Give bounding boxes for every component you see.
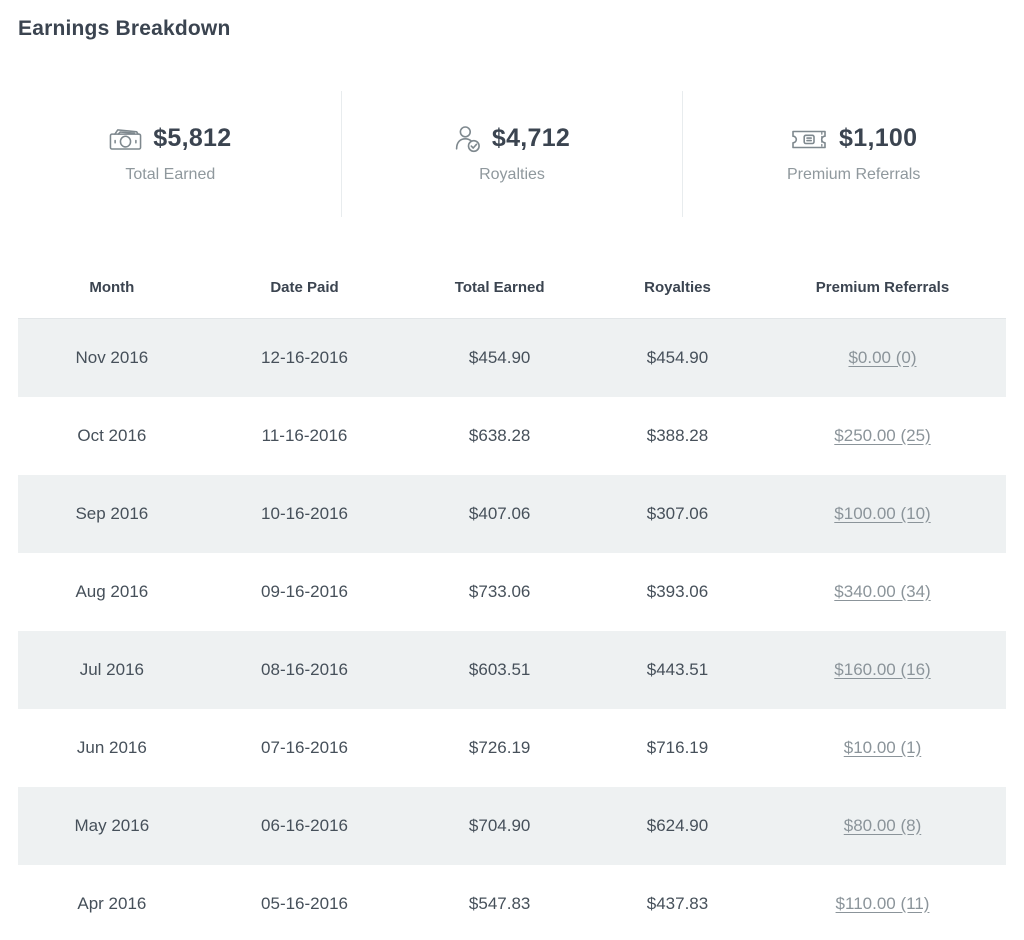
cell-royalties: $307.06: [646, 503, 709, 523]
cell-month: Sep 2016: [75, 503, 149, 523]
column-header-premium-referrals: Premium Referrals: [815, 279, 950, 296]
cell-total-earned: $733.06: [468, 581, 531, 601]
cell-month: Nov 2016: [75, 347, 149, 367]
cell-total-earned: $603.51: [468, 659, 531, 679]
cell-month: Aug 2016: [75, 581, 149, 601]
total-earned-value: $5,812: [153, 124, 232, 152]
cell-royalties: $393.06: [646, 581, 709, 601]
table-row: Jul 2016 08-16-2016 $603.51 $443.51 $160…: [18, 630, 1006, 709]
premium-referrals-link[interactable]: $0.00 (0): [848, 347, 917, 367]
cell-total-earned: $454.90: [468, 347, 531, 367]
premium-referrals-link[interactable]: $340.00 (34): [834, 581, 931, 601]
cell-premium-referrals: $80.00 (8): [759, 787, 1006, 865]
cell-date-paid: 09-16-2016: [261, 581, 348, 601]
premium-referrals-link[interactable]: $160.00 (16): [834, 659, 931, 679]
column-header-total-earned: Total Earned: [454, 279, 545, 296]
cell-royalties: $443.51: [646, 659, 709, 679]
royalties-label: Royalties: [479, 166, 545, 183]
total-earned-label: Total Earned: [125, 166, 216, 183]
cell-total-earned: $704.90: [468, 815, 531, 835]
stat-total-earned: $5,812 Total Earned: [0, 91, 341, 217]
column-header-month: Month: [89, 279, 135, 296]
cell-premium-referrals: $160.00 (16): [759, 631, 1006, 709]
column-header-royalties: Royalties: [644, 279, 711, 296]
cell-month: May 2016: [74, 815, 150, 835]
premium-referrals-link[interactable]: $80.00 (8): [843, 815, 922, 835]
cell-month: Jul 2016: [79, 659, 144, 679]
cell-premium-referrals: $0.00 (0): [759, 319, 1006, 397]
cell-premium-referrals: $110.00 (11): [759, 865, 1006, 940]
cell-month: Apr 2016: [77, 893, 147, 913]
premium-referrals-label: Premium Referrals: [787, 166, 921, 183]
table-row: Oct 2016 11-16-2016 $638.28 $388.28 $250…: [18, 397, 1006, 475]
table-row: Aug 2016 09-16-2016 $733.06 $393.06 $340…: [18, 553, 1006, 631]
cell-date-paid: 07-16-2016: [261, 737, 348, 757]
page-title: Earnings Breakdown: [18, 17, 231, 40]
user-check-icon: [454, 125, 481, 153]
earnings-table-body: Nov 2016 12-16-2016 $454.90 $454.90 $0.0…: [18, 318, 1006, 940]
table-row: Apr 2016 05-16-2016 $547.83 $437.83 $110…: [18, 865, 1006, 940]
cell-premium-referrals: $10.00 (1): [759, 709, 1006, 787]
cell-royalties: $454.90: [646, 347, 709, 367]
table-header-row: Month Date Paid Total Earned Royalties P…: [18, 267, 1006, 319]
table-row: Jun 2016 07-16-2016 $726.19 $716.19 $10.…: [18, 709, 1006, 787]
cell-total-earned: $638.28: [468, 425, 531, 445]
cell-date-paid: 11-16-2016: [261, 425, 348, 445]
cell-month: Jun 2016: [76, 737, 147, 757]
cell-total-earned: $726.19: [468, 737, 531, 757]
cell-royalties: $388.28: [646, 425, 709, 445]
column-header-date-paid: Date Paid: [270, 279, 339, 296]
summary-stats: $5,812 Total Earned $4,712 Royalties: [0, 91, 1024, 217]
stat-royalties: $4,712 Royalties: [340, 91, 683, 217]
premium-referrals-value: $1,100: [839, 124, 918, 152]
premium-referrals-link[interactable]: $250.00 (25): [834, 425, 931, 445]
table-row: May 2016 06-16-2016 $704.90 $624.90 $80.…: [18, 786, 1006, 865]
table-row: Nov 2016 12-16-2016 $454.90 $454.90 $0.0…: [18, 318, 1006, 397]
table-row: Sep 2016 10-16-2016 $407.06 $307.06 $100…: [18, 474, 1006, 553]
cell-date-paid: 06-16-2016: [261, 815, 348, 835]
earnings-table: Month Date Paid Total Earned Royalties P…: [18, 267, 1006, 940]
cell-date-paid: 12-16-2016: [261, 347, 348, 367]
ticket-icon: [790, 126, 828, 152]
premium-referrals-link[interactable]: $10.00 (1): [843, 737, 922, 757]
cell-total-earned: $547.83: [468, 893, 531, 913]
cell-date-paid: 10-16-2016: [261, 503, 348, 523]
cell-royalties: $716.19: [646, 737, 709, 757]
cell-month: Oct 2016: [77, 425, 147, 445]
stat-premium-referrals: $1,100 Premium Referrals: [682, 91, 1024, 217]
cell-date-paid: 08-16-2016: [261, 659, 348, 679]
premium-referrals-link[interactable]: $100.00 (10): [834, 503, 931, 523]
cell-premium-referrals: $340.00 (34): [759, 553, 1006, 631]
premium-referrals-link[interactable]: $110.00 (11): [835, 893, 930, 913]
cell-premium-referrals: $100.00 (10): [759, 475, 1006, 553]
cell-royalties: $624.90: [646, 815, 709, 835]
cell-royalties: $437.83: [646, 893, 709, 913]
cell-total-earned: $407.06: [468, 503, 531, 523]
cell-date-paid: 05-16-2016: [261, 893, 348, 913]
cell-premium-referrals: $250.00 (25): [759, 397, 1006, 475]
royalties-value: $4,712: [491, 124, 571, 152]
banknotes-icon: [109, 127, 142, 151]
